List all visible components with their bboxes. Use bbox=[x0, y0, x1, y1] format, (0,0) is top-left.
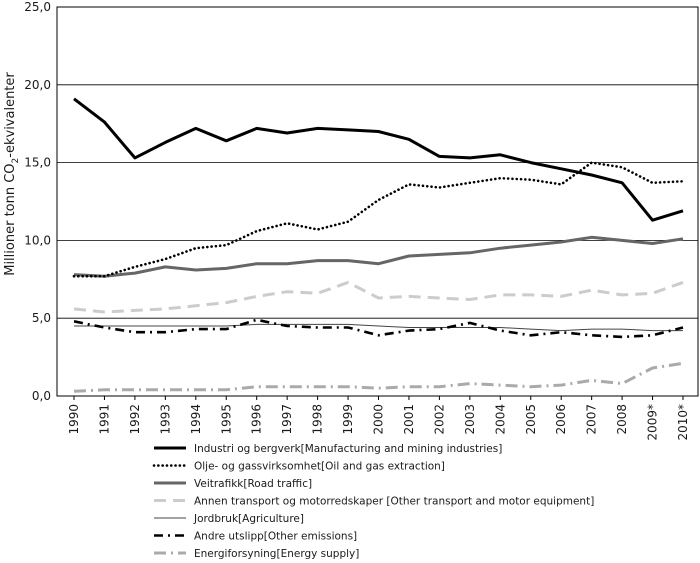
x-axis-ticks: 1990 1991 1992 1993 1994 1995 1996 1997 1998 1999… bbox=[67, 396, 690, 441]
x-tick-label: 1994 bbox=[189, 404, 203, 435]
series-line-4 bbox=[73, 280, 684, 314]
gridlines bbox=[57, 6, 698, 397]
x-tick-label: 1995 bbox=[219, 404, 233, 435]
x-tick-label: 2006 bbox=[554, 404, 568, 435]
x-tick-label: 2001 bbox=[402, 404, 416, 435]
x-tick-label: 2010* bbox=[676, 404, 690, 441]
x-tick-label: 1996 bbox=[250, 404, 264, 435]
x-tick-label: 2003 bbox=[463, 404, 477, 435]
x-tick-label: 1997 bbox=[280, 404, 294, 435]
x-tick-label: 2009* bbox=[646, 404, 660, 441]
y-tick-label: 25,0 bbox=[24, 0, 51, 14]
y-tick-label: 5,0 bbox=[32, 311, 51, 325]
legend-label-2: Olje- og gassvirksomhet[Oil and gas extr… bbox=[194, 461, 445, 473]
legend-label-3: Veitrafikk[Road traffic] bbox=[194, 478, 312, 490]
x-tick-label: 1991 bbox=[97, 404, 111, 435]
y-tick-label: 15,0 bbox=[24, 156, 51, 170]
x-tick-label: 2004 bbox=[493, 404, 507, 435]
y-axis-label-rest: -ekvivalenter bbox=[3, 72, 18, 158]
y-tick-label: 0,0 bbox=[32, 389, 51, 403]
legend-label-4: Annen transport og motorredskaper [Other… bbox=[194, 496, 594, 508]
series-line-2 bbox=[72, 161, 685, 278]
legend-label-5: Jordbruk[Agriculture] bbox=[193, 513, 304, 525]
x-tick-label: 2008 bbox=[615, 404, 629, 435]
plot-frame bbox=[56, 6, 699, 397]
legend-label-7: Energiforsyning[Energy supply] bbox=[194, 548, 359, 560]
y-axis-label: Millioner tonn CO2-ekvivalenter bbox=[3, 72, 21, 276]
x-tick-label: 2000 bbox=[372, 404, 386, 435]
series-line-3 bbox=[73, 235, 684, 278]
plot-area-border bbox=[56, 6, 699, 397]
y-tick-label: 20,0 bbox=[24, 78, 51, 92]
series-line-7 bbox=[73, 361, 684, 393]
x-tick-label: 1990 bbox=[67, 404, 81, 435]
x-tick-label: 2007 bbox=[585, 404, 599, 435]
x-tick-label: 2002 bbox=[432, 404, 446, 435]
series-lines bbox=[72, 97, 685, 393]
series-line-1 bbox=[73, 97, 684, 222]
y-axis-label-sub: 2 bbox=[11, 158, 21, 164]
x-tick-label: 1998 bbox=[311, 404, 325, 435]
series-line-5 bbox=[74, 323, 683, 332]
x-tick-label: 2005 bbox=[524, 404, 538, 435]
x-tick-label: 1999 bbox=[341, 404, 355, 435]
y-axis-label-main: Millioner tonn CO bbox=[3, 163, 18, 275]
x-tick-label: 1992 bbox=[128, 404, 142, 435]
series-line-6 bbox=[73, 318, 684, 339]
y-axis-ticks: 0,0 5,0 10,0 15,0 20,0 25,0 bbox=[24, 0, 51, 403]
y-tick-label: 10,0 bbox=[24, 233, 51, 247]
legend: Industri og bergverk[Manufacturing and m… bbox=[152, 443, 594, 560]
x-tick-label: 1993 bbox=[158, 404, 172, 435]
legend-label-6: Andre utslipp[Other emissions] bbox=[194, 531, 357, 543]
legend-label-1: Industri og bergverk[Manufacturing and m… bbox=[194, 443, 502, 455]
